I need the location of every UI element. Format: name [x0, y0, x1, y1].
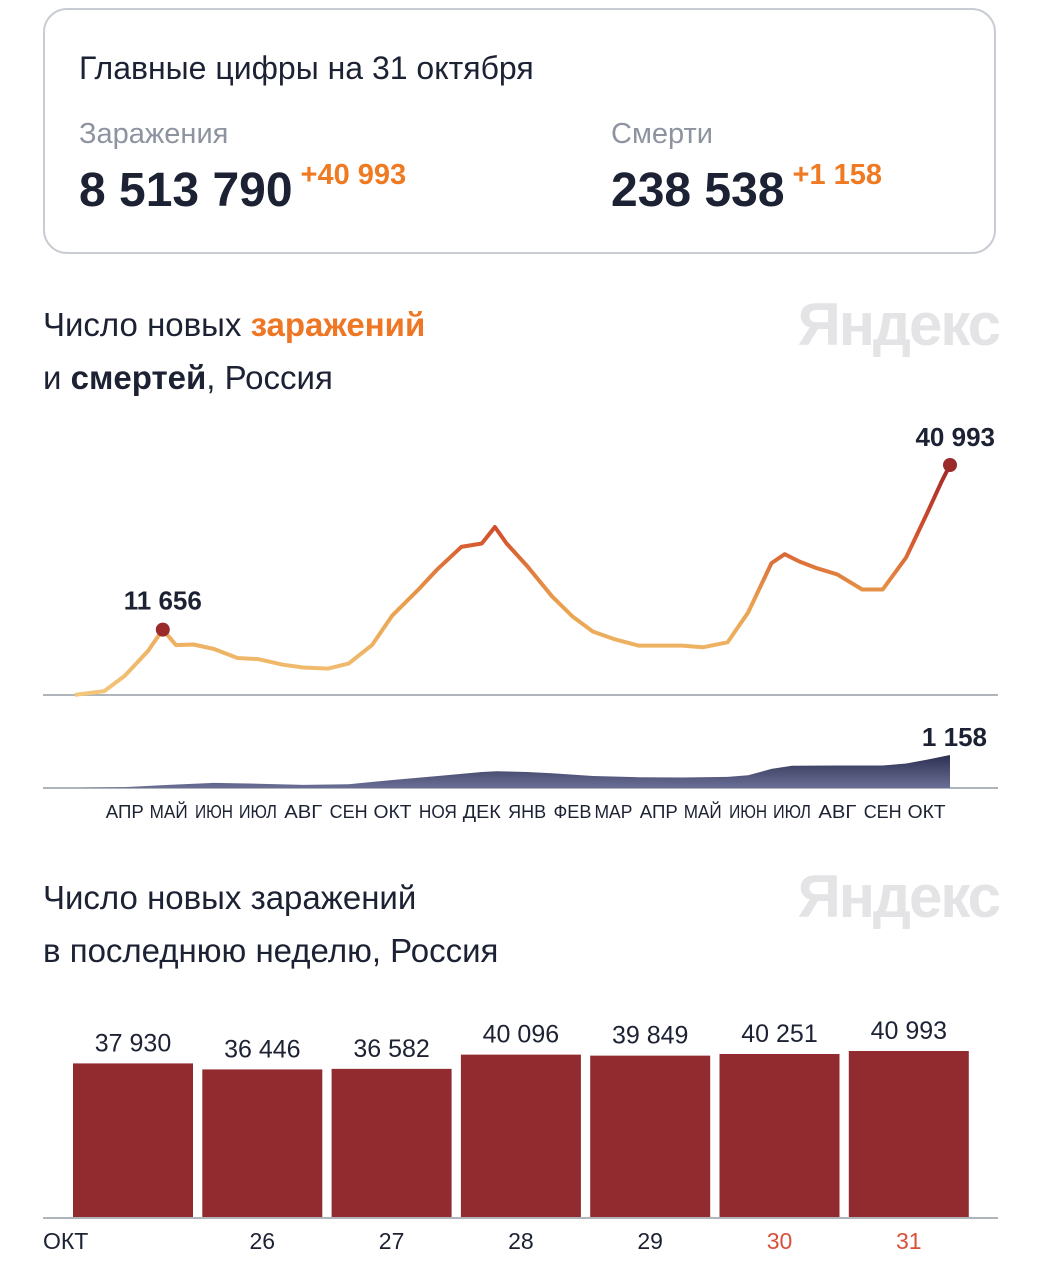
- chart1-title-text: Число новых: [43, 306, 251, 343]
- summary-card: Главные цифры на 31 октября Заражения 8 …: [43, 8, 996, 254]
- month-tick-label: НОЯ: [419, 802, 457, 822]
- infections-stat: Заражения 8 513 790 +40 993: [79, 118, 406, 218]
- month-tick-label: МАР: [594, 802, 632, 822]
- month-tick-label: ФЕВ: [553, 802, 591, 822]
- bar-value-label: 40 251: [741, 1020, 817, 1048]
- day-tick-label: 31: [896, 1228, 922, 1254]
- deaths-value: 238 538: [611, 164, 785, 217]
- chart2-title: Число новых заражений в последнюю неделю…: [43, 871, 498, 977]
- month-tick-label: МАЙ: [150, 801, 188, 822]
- month-tick-label: ДЕК: [463, 802, 502, 822]
- infections-line: [74, 464, 952, 697]
- month-tick-label: ИЮЛ: [773, 802, 811, 822]
- yandex-logo: Яндекс: [797, 291, 1001, 358]
- chart1-title-text: , Россия: [206, 359, 333, 396]
- bar-value-label: 39 849: [612, 1022, 688, 1050]
- bar: [460, 1054, 581, 1217]
- month-tick-label: АПР: [106, 802, 144, 822]
- day-tick-label: ОКТ: [43, 1228, 88, 1254]
- chart1-title-infections: заражений: [250, 306, 426, 343]
- bar-value-label: 40 993: [871, 1017, 947, 1045]
- bar: [202, 1069, 323, 1217]
- month-tick-label: ИЮН: [195, 802, 233, 822]
- month-tick-label: АВГ: [284, 802, 322, 822]
- month-tick-label: ИЮН: [729, 802, 767, 822]
- bar: [590, 1055, 711, 1217]
- latest-infections-label: 40 993: [915, 422, 995, 452]
- peak-marker: [943, 458, 957, 472]
- month-tick-label: ЯНВ: [508, 802, 546, 822]
- yandex-logo: Яндекс: [797, 863, 1001, 930]
- bar-value-label: 36 446: [224, 1035, 300, 1063]
- bar: [73, 1063, 193, 1217]
- peak-label: 11 656: [124, 586, 202, 616]
- day-tick-label: 30: [767, 1228, 793, 1254]
- infections-value: 8 513 790: [79, 164, 293, 217]
- month-tick-label: АВГ: [818, 802, 856, 822]
- month-tick-label: АПР: [640, 802, 678, 822]
- chart1-title-text: и: [43, 359, 71, 396]
- latest-deaths-label: 1 158: [922, 722, 987, 752]
- trend-chart: 11 656 40 993 1 158 АПР МАЙ ИЮН ИЮЛ АВГ СЕН ОКТ НО…: [43, 422, 998, 822]
- day-tick-label: 26: [250, 1228, 276, 1254]
- deaths-area: [75, 755, 950, 788]
- month-tick-label: ИЮЛ: [239, 802, 277, 822]
- day-tick-label: 28: [508, 1228, 534, 1254]
- infections-label: Заражения: [79, 118, 229, 150]
- chart2-title-line1: Число новых заражений: [43, 879, 417, 916]
- month-tick-label: МАЙ: [684, 801, 722, 822]
- summary-title: Главные цифры на 31 октября: [79, 50, 534, 86]
- infections-delta: +40 993: [300, 159, 407, 191]
- month-tick-label: ОКТ: [374, 802, 412, 822]
- bar-value-label: 36 582: [353, 1035, 429, 1063]
- bar-value-label: 37 930: [95, 1029, 171, 1057]
- chart1-title-deaths: смертей: [70, 359, 207, 396]
- day-tick-label: 27: [379, 1228, 405, 1254]
- chart2-title-line2: в последнюю неделю, Россия: [43, 932, 499, 969]
- deaths-stat: Смерти 238 538 +1 158: [611, 118, 882, 218]
- bar: [848, 1051, 969, 1217]
- bar: [719, 1054, 840, 1217]
- peak-marker: [155, 622, 170, 637]
- month-tick-label: СЕН: [330, 802, 368, 822]
- month-tick-label: СЕН: [864, 802, 902, 822]
- month-tick-label: ОКТ: [908, 802, 946, 822]
- bar: [331, 1068, 452, 1217]
- chart1-title: Число новых заражений и смертей, Россия: [43, 298, 425, 404]
- deaths-delta: +1 158: [792, 159, 883, 191]
- day-tick-label: 29: [637, 1228, 663, 1254]
- deaths-label: Смерти: [611, 118, 713, 150]
- bar-value-label: 40 096: [483, 1021, 559, 1049]
